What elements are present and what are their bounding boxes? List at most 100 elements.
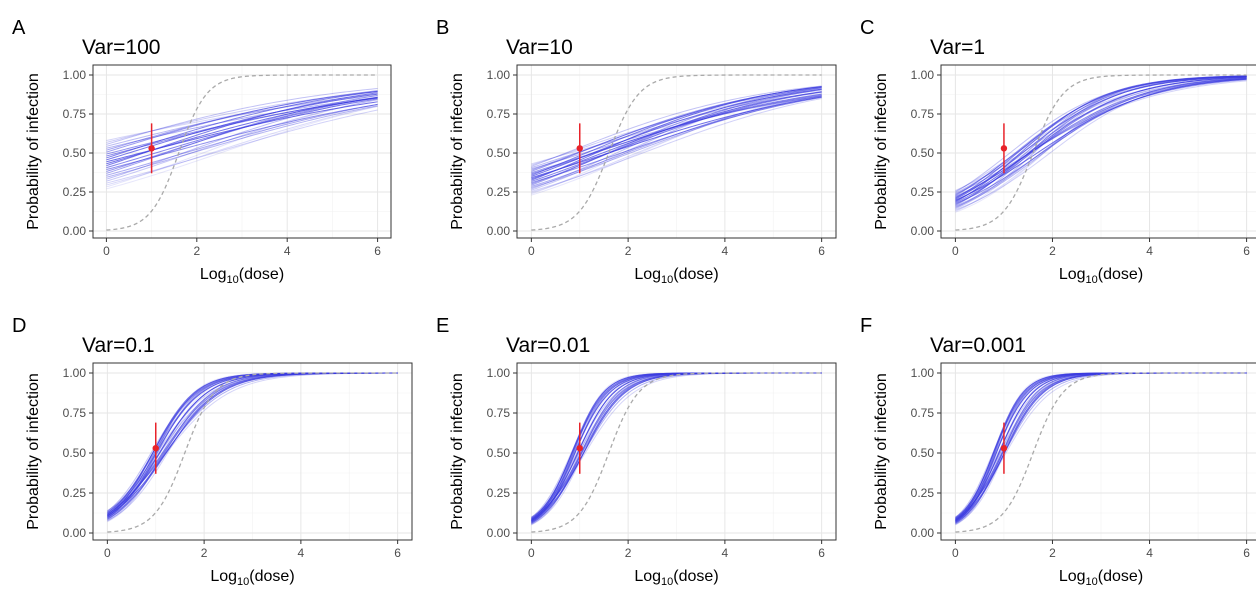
y-tick-label: 0.25: [487, 185, 511, 199]
x-axis-label-main: Log: [210, 568, 237, 585]
panel-a: A Var=100 0 2 4 6 0.00 0.25 0.50 0.75 1.00 Log10(do…: [12, 17, 392, 286]
y-tick-label: 0.25: [911, 185, 935, 199]
x-axis-label-main: Log: [634, 568, 661, 585]
x-tick-label: 0: [952, 546, 959, 560]
x-tick-label: 2: [1049, 546, 1056, 560]
x-axis-label-suffix: (dose): [673, 568, 718, 585]
y-tick-label: 0.50: [487, 146, 511, 160]
x-axis-label-suffix: (dose): [239, 266, 284, 283]
y-axis-label: Probability of infection: [25, 373, 42, 530]
y-axis-label: Probability of infection: [25, 73, 42, 230]
x-axis-label-main: Log: [200, 266, 227, 283]
panel-e: E Var=0.01 0 2 4 6 0.00 0.25 0.50 0.75 1.00 Log10(d…: [436, 315, 837, 588]
panel-label: C: [860, 17, 874, 39]
plot-area: [531, 372, 822, 533]
plot-background: [941, 363, 1256, 540]
panel-b: B Var=10 0 2 4 6 0.00 0.25 0.50 0.75 1.00 Log10(dos…: [436, 17, 837, 286]
observation-point: [1000, 145, 1008, 152]
plot-area: [955, 74, 1247, 231]
y-tick-label: 1.00: [487, 68, 511, 82]
y-tick-label: 0.75: [911, 107, 935, 121]
x-axis-label-suffix: (dose): [1098, 568, 1143, 585]
panel-d: D Var=0.1 0 2 4 6 0.00 0.25 0.50 0.75 1.00 Log10(do…: [12, 315, 413, 588]
dose-response-curve: [531, 93, 822, 194]
plot-frame: [516, 362, 837, 541]
x-tick-label: 4: [298, 546, 305, 560]
x-tick-label: 0: [528, 546, 535, 560]
plot-frame: [940, 64, 1256, 239]
y-tick-label: 0.50: [63, 446, 87, 460]
x-axis-label-suffix: (dose): [249, 568, 294, 585]
y-tick-label: 0.00: [487, 224, 511, 238]
y-tick-label: 0.50: [487, 446, 511, 460]
gridlines: [517, 65, 836, 238]
observation-point: [152, 445, 159, 452]
y-tick-label: 0.75: [911, 406, 935, 420]
y-tick-label: 0.00: [487, 526, 511, 540]
y-axis-label: Probability of infection: [873, 73, 890, 230]
y-tick-label: 0.75: [487, 107, 511, 121]
plot-area: [531, 74, 822, 231]
x-axis-label-subscript: 10: [227, 274, 239, 286]
y-tick-label: 1.00: [911, 68, 935, 82]
y-tick-label: 0.00: [63, 526, 87, 540]
x-axis-label-subscript: 10: [1086, 274, 1098, 286]
x-tick-label: 6: [818, 244, 825, 258]
panel-title: Var=1: [930, 36, 985, 59]
y-tick-label: 1.00: [911, 366, 935, 380]
x-axis-label-main: Log: [634, 266, 661, 283]
x-axis-label-main: Log: [1059, 568, 1086, 585]
panel-title: Var=10: [506, 36, 573, 59]
x-tick-label: 4: [722, 244, 729, 258]
y-tick-label: 0.75: [487, 406, 511, 420]
x-axis-label-subscript: 10: [1086, 576, 1098, 588]
x-tick-label: 6: [818, 546, 825, 560]
panel-label: A: [12, 17, 26, 39]
x-tick-label: 0: [103, 244, 110, 258]
plot-frame: [940, 362, 1256, 541]
panel-title: Var=0.01: [506, 334, 590, 357]
y-tick-label: 0.00: [911, 526, 935, 540]
y-axis-label: Probability of infection: [449, 73, 466, 230]
observation-point: [1000, 445, 1008, 452]
x-axis-label: Log10(dose): [1059, 266, 1143, 286]
y-tick-label: 0.25: [63, 486, 87, 500]
x-tick-label: 2: [625, 244, 632, 258]
x-axis-label-subscript: 10: [661, 274, 673, 286]
x-axis-label-subscript: 10: [661, 576, 673, 588]
dose-response-curve: [955, 77, 1247, 207]
y-tick-label: 0.75: [63, 406, 87, 420]
plot-area: [106, 74, 378, 231]
panel-f: F Var=0.001 0 2 4 6 0.00 0.25 0.50 0.75 1.00 Log10(…: [860, 315, 1256, 588]
x-axis-label-main: Log: [1059, 266, 1086, 283]
panel-label: E: [436, 315, 449, 337]
reference-curve: [531, 74, 822, 231]
plot-area: [955, 372, 1247, 533]
gridlines: [941, 65, 1256, 238]
x-tick-label: 4: [1146, 244, 1153, 258]
y-tick-label: 0.50: [63, 146, 87, 160]
x-tick-label: 4: [722, 546, 729, 560]
x-tick-label: 2: [1049, 244, 1056, 258]
plot-background: [941, 65, 1256, 238]
x-tick-label: 4: [284, 244, 291, 258]
panel-label: D: [12, 315, 26, 337]
curve-family: [106, 87, 378, 190]
panel-title: Var=0.001: [930, 334, 1026, 357]
panel-c: C Var=1 0 2 4 6 0.00 0.25 0.50 0.75 1.00 Log10(dose…: [860, 17, 1256, 286]
y-axis-label: Probability of infection: [873, 373, 890, 530]
plot-area: [107, 372, 398, 533]
y-tick-label: 0.00: [911, 224, 935, 238]
y-tick-label: 1.00: [487, 366, 511, 380]
observation-point: [576, 445, 583, 452]
x-tick-label: 2: [625, 546, 632, 560]
y-tick-label: 1.00: [63, 68, 87, 82]
x-axis-label: Log10(dose): [1059, 568, 1143, 588]
panel-label: B: [436, 17, 449, 39]
y-tick-label: 0.25: [487, 486, 511, 500]
x-axis-label: Log10(dose): [634, 266, 718, 286]
dose-response-curve: [955, 78, 1247, 201]
dose-response-curve: [531, 97, 822, 192]
y-tick-label: 0.50: [911, 446, 935, 460]
